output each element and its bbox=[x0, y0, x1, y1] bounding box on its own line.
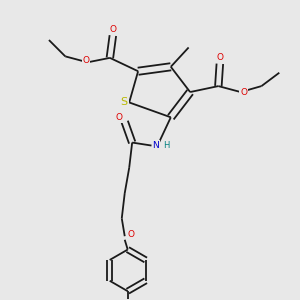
Text: H: H bbox=[163, 141, 170, 150]
Text: O: O bbox=[127, 230, 134, 239]
Text: O: O bbox=[240, 88, 247, 97]
Text: O: O bbox=[109, 25, 116, 34]
Text: O: O bbox=[82, 56, 90, 65]
Text: S: S bbox=[120, 98, 128, 107]
Text: O: O bbox=[216, 53, 223, 62]
Text: N: N bbox=[153, 141, 159, 150]
Text: O: O bbox=[115, 113, 122, 122]
